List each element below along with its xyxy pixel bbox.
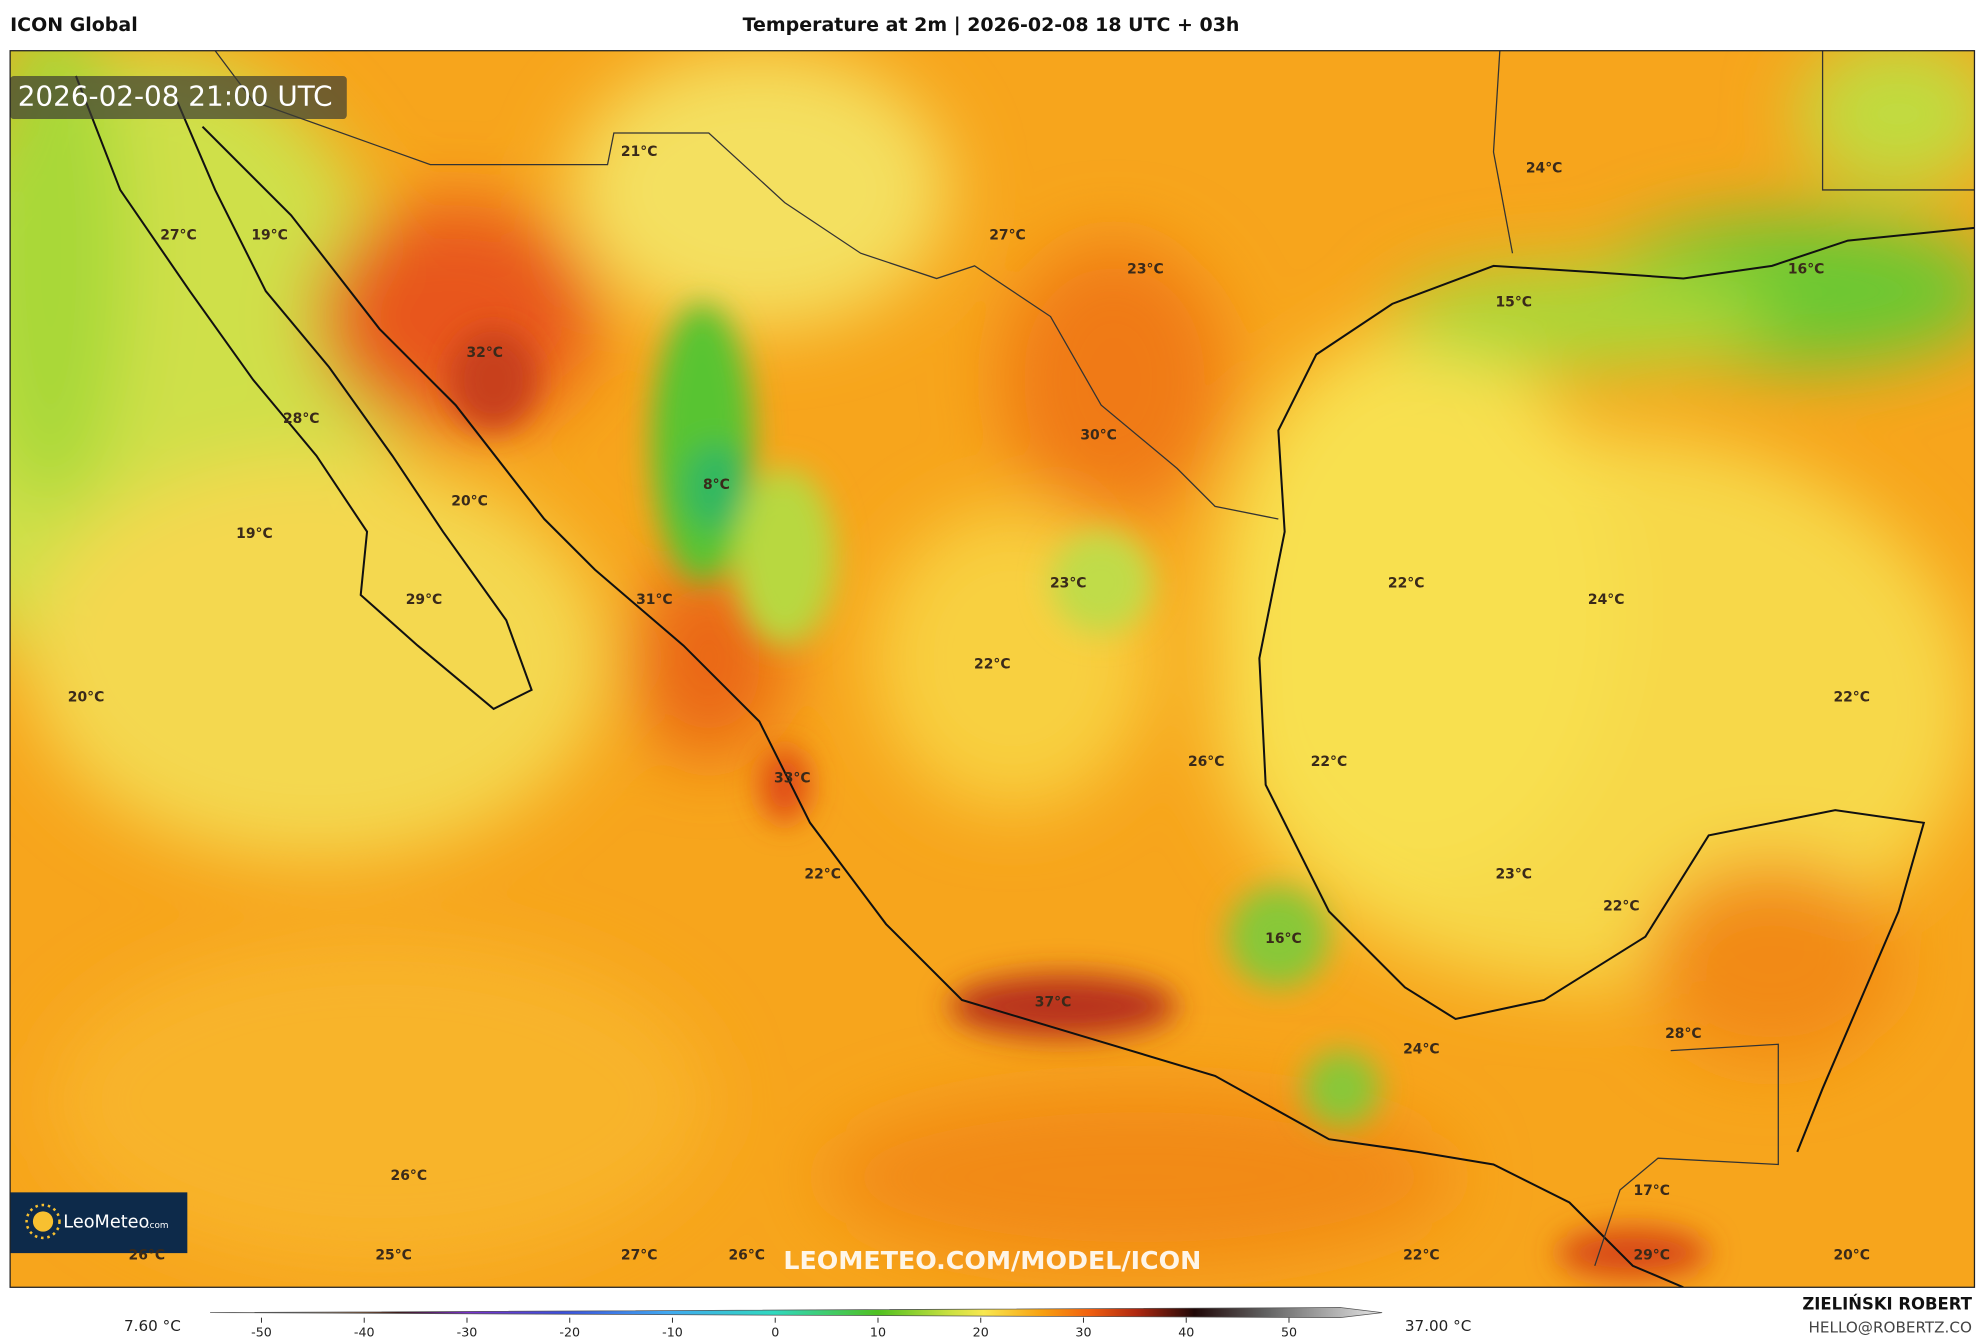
temperature-label: 19°C bbox=[251, 228, 288, 244]
temperature-label: 27°C bbox=[160, 228, 197, 244]
field bbox=[1050, 531, 1152, 633]
colorbar-tick-label: 40 bbox=[1178, 1324, 1194, 1338]
border bbox=[214, 50, 1279, 520]
temperature-label: 32°C bbox=[466, 345, 503, 361]
temperature-label: 26°C bbox=[728, 1248, 765, 1264]
temperature-label: 22°C bbox=[974, 657, 1011, 673]
temperature-label: 27°C bbox=[621, 1248, 658, 1264]
temperature-label: 33°C bbox=[774, 770, 811, 786]
map: 2026-02-08 21:00 UTC LeoMeteo .com LEOME… bbox=[10, 50, 1975, 1288]
temperature-field-detail bbox=[449, 303, 1709, 1279]
temperature-label: 26°C bbox=[129, 1248, 166, 1264]
field bbox=[1215, 329, 1621, 887]
field bbox=[1797, 50, 1975, 190]
temperature-label: 31°C bbox=[636, 592, 673, 608]
temperature-label: 27°C bbox=[989, 228, 1026, 244]
field bbox=[822, 1088, 1456, 1266]
logo-rays bbox=[25, 1203, 61, 1240]
colorbar-bar bbox=[210, 1307, 1383, 1319]
temperature-label: 22°C bbox=[1833, 689, 1870, 705]
colorbar-tick-label: -10 bbox=[662, 1324, 683, 1338]
coastline bbox=[1258, 226, 1975, 1153]
temperature-label: 28°C bbox=[1665, 1026, 1702, 1042]
temperature-label: 17°C bbox=[1633, 1183, 1670, 1199]
colorbar-tick-label: 30 bbox=[1075, 1324, 1091, 1338]
temperature-label: 24°C bbox=[1403, 1041, 1440, 1057]
field bbox=[1303, 1050, 1380, 1127]
logo-name: LeoMeteo bbox=[63, 1213, 149, 1233]
timestamp: 2026-02-08 21:00 UTC bbox=[18, 80, 333, 113]
temperature-label: 8°C bbox=[703, 477, 730, 493]
temperature-label: 21°C bbox=[621, 144, 658, 160]
field bbox=[1227, 886, 1329, 988]
logo-sun bbox=[32, 1211, 54, 1232]
colorbar-tick-label: 0 bbox=[771, 1324, 779, 1338]
temperature-label: 22°C bbox=[804, 867, 841, 883]
temperature-label: 37°C bbox=[1035, 995, 1072, 1011]
timestamp-background bbox=[10, 76, 347, 120]
temperature-label: 15°C bbox=[1496, 295, 1533, 311]
colorbar-tick-label: -30 bbox=[457, 1324, 478, 1338]
field bbox=[759, 746, 811, 823]
temperature-label: 20°C bbox=[68, 689, 105, 705]
colorbar-tick-label: -20 bbox=[559, 1324, 580, 1338]
temperature-label: 24°C bbox=[1588, 592, 1625, 608]
field bbox=[10, 50, 127, 507]
field bbox=[999, 240, 1228, 520]
credit-email: HELLO@ROBERTZ.CO bbox=[1809, 1318, 1972, 1336]
field bbox=[683, 443, 747, 532]
temperature-label: 29°C bbox=[1633, 1248, 1670, 1264]
temperature-label: 22°C bbox=[1403, 1248, 1440, 1264]
temperature-label: 19°C bbox=[236, 526, 273, 542]
map-frame bbox=[9, 50, 1976, 1288]
colorbar: -50 -40 -30 -20 -10 0 10 20 30 40 50 bbox=[210, 1307, 1383, 1338]
temperature-label: 23°C bbox=[1050, 576, 1087, 592]
temperature-label: 26°C bbox=[391, 1168, 428, 1184]
map-title: Temperature at 2m | 2026-02-08 18 UTC + … bbox=[743, 14, 1240, 36]
credit-author: ZIELIŃSKI ROBERT bbox=[1802, 1295, 1972, 1314]
borders bbox=[214, 50, 1975, 1266]
field bbox=[1392, 265, 1772, 368]
temperature-label: 24°C bbox=[1526, 160, 1563, 176]
watermark: LEOMETEO.COM/MODEL/ICON bbox=[783, 1246, 1201, 1275]
temperature-label: 28°C bbox=[283, 411, 320, 427]
temperature-label: 30°C bbox=[1080, 427, 1117, 443]
colorbar-min: 7.60 °C bbox=[124, 1317, 181, 1335]
temperature-label: 25°C bbox=[375, 1248, 412, 1264]
field bbox=[569, 50, 950, 330]
temperature-label: 22°C bbox=[1311, 754, 1348, 770]
border bbox=[1594, 1043, 1779, 1266]
field bbox=[949, 974, 1178, 1038]
colorbar-tick-label: 10 bbox=[870, 1324, 886, 1338]
temperature-label: 16°C bbox=[1788, 262, 1825, 278]
field bbox=[50, 936, 709, 1266]
temperature-label: 26°C bbox=[1188, 754, 1225, 770]
temperature-label: 22°C bbox=[1603, 898, 1640, 914]
temperature-label: 29°C bbox=[406, 592, 443, 608]
coastline bbox=[74, 75, 533, 711]
model-name: ICON Global bbox=[10, 14, 138, 36]
colorbar-tick-label: -40 bbox=[354, 1324, 375, 1338]
logo: LeoMeteo .com bbox=[10, 1192, 188, 1254]
temperature-label: 16°C bbox=[1265, 931, 1302, 947]
colorbar-tick-label: 50 bbox=[1281, 1324, 1297, 1338]
temperature-label: 22°C bbox=[1388, 576, 1425, 592]
temperature-label: 20°C bbox=[1833, 1248, 1870, 1264]
field bbox=[734, 468, 836, 646]
colorbar-tick-label: 20 bbox=[973, 1324, 989, 1338]
border bbox=[1492, 50, 1975, 254]
colorbar-max: 37.00 °C bbox=[1405, 1317, 1471, 1335]
map-labels: 21°C 24°C 27°C 19°C 27°C 23°C 16°C 15°C 32°C 28°C… bbox=[68, 144, 1870, 1264]
temperature-label: 20°C bbox=[451, 493, 488, 509]
coastline bbox=[201, 125, 1684, 1288]
timestamp-box: 2026-02-08 21:00 UTC bbox=[10, 76, 347, 120]
colorbar-tick-label: -50 bbox=[251, 1324, 272, 1338]
field bbox=[1645, 860, 1899, 1064]
temperature-label: 23°C bbox=[1127, 262, 1164, 278]
coastlines bbox=[74, 75, 1975, 1288]
logo-suffix: .com bbox=[147, 1221, 169, 1231]
temperature-label: 23°C bbox=[1496, 867, 1533, 883]
field bbox=[449, 329, 538, 431]
